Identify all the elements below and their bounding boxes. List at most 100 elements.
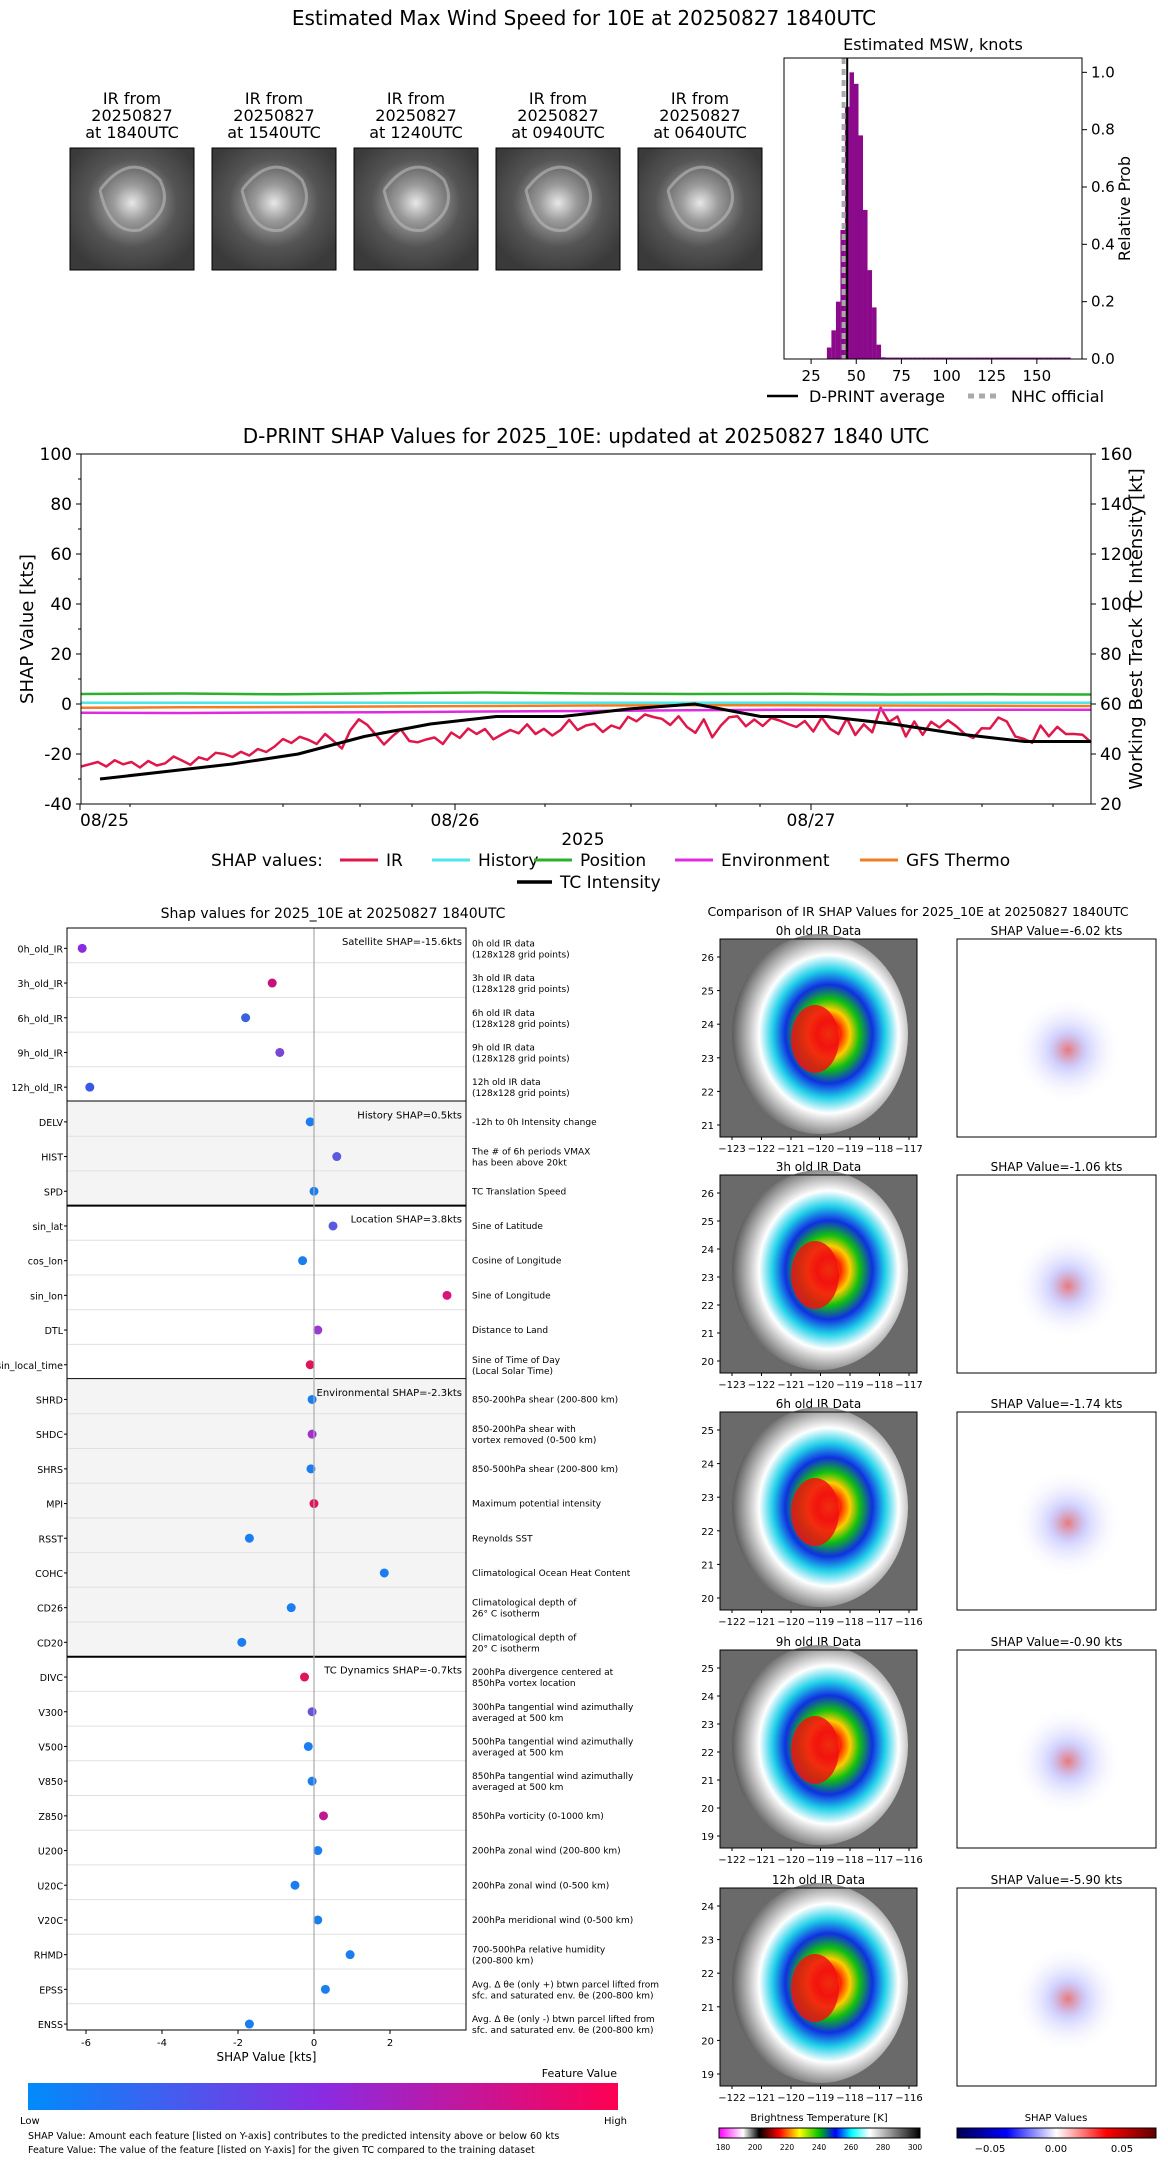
feature-description: averaged at 500 km [472, 1714, 563, 1724]
feature-description: Avg. Δ θe (only -) btwn parcel lifted fr… [472, 2015, 655, 2025]
msw-ytick-label: 0.6 [1091, 178, 1115, 196]
ir-panel-title: 6h old IR Data [776, 1397, 862, 1411]
msw-bar [948, 357, 954, 359]
thumbnail-spiral-band [524, 165, 592, 232]
msw-bar [917, 357, 922, 359]
thumbnail-caption: IR from [529, 89, 587, 108]
feature-shap-dot [305, 1117, 315, 1127]
feature-name-label: DELV [39, 1118, 64, 1129]
msw-bar [957, 357, 963, 359]
msw-bar [899, 357, 904, 359]
bt-colorbar-label: Brightness Temperature [K] [750, 2113, 887, 2124]
ir-panel-xtick-label: −122 [748, 1144, 775, 1155]
feature-name-label: CD26 [37, 1604, 63, 1615]
feature-description: (Local Solar Time) [472, 1367, 553, 1377]
ir-panel-ytick-label: 20 [701, 2036, 714, 2047]
ir-panel-xtick-label: −122 [718, 2093, 745, 2104]
feature-description: The # of 6h periods VMAX [471, 1148, 590, 1158]
feature-shap-dot [244, 1533, 254, 1543]
feature-description: -12h to 0h Intensity change [472, 1118, 597, 1128]
ir-panel-xtick-label: −119 [836, 1144, 863, 1155]
feature-xtick-label: -4 [157, 2038, 167, 2049]
feature-description: Reynolds SST [472, 1534, 533, 1544]
feature-description: averaged at 500 km [472, 1748, 563, 1758]
thumbnail-caption: IR from [387, 89, 445, 108]
feature-colorbar-low: Low [20, 2116, 40, 2127]
feature-name-label: RHMD [34, 1951, 63, 1962]
feature-name-label: HIST [41, 1153, 63, 1164]
feature-shap-dot [307, 1776, 317, 1786]
feature-name-label: 9h_old_IR [18, 1048, 64, 1059]
shap-panel-pattern [1002, 1457, 1122, 1577]
shap-panel-frame [956, 1649, 1157, 1849]
feature-description: (128x128 grid points) [472, 985, 570, 995]
msw-bar [1007, 357, 1013, 359]
feature-description: 9h old IR data [472, 1043, 535, 1053]
feature-description: 12h old IR data [472, 1078, 541, 1088]
ir-panel-xtick-label: −119 [836, 1380, 863, 1391]
feature-shap-dot [313, 1915, 323, 1925]
feature-colorbar-high: High [604, 2116, 627, 2127]
feature-shap-dot [307, 1429, 317, 1439]
shap-ts-legend-label: TC Intensity [559, 873, 661, 893]
ir-panel-xtick-label: −121 [748, 2093, 775, 2104]
ir-panel-xtick-label: −116 [895, 1855, 922, 1866]
shap-ts-ytick-right-label: 120 [1100, 545, 1132, 565]
feature-description: Distance to Land [472, 1326, 548, 1336]
feature-shap-dot [306, 1464, 316, 1474]
ir-panel-xtick-label: −122 [718, 1617, 745, 1628]
series-line-environment [80, 708, 1091, 715]
feature-group-shade [67, 1101, 466, 1206]
feature-name-label: Z850 [38, 1812, 63, 1823]
feature-group-label: Environmental SHAP=-2.3kts [317, 1388, 463, 1399]
shap-colorbar-tick: 0.00 [1045, 2144, 1067, 2155]
ir-panel-ytick-label: 20 [701, 1804, 714, 1815]
shap-panel-title: SHAP Value=-5.90 kts [991, 1873, 1123, 1887]
ir-panel-xtick-label: −117 [866, 1855, 893, 1866]
ir-panel-title: 9h old IR Data [776, 1635, 862, 1649]
thumbnail-caption: 20250827 [659, 106, 740, 125]
msw-bar [853, 83, 859, 360]
feature-description: has been above 20kt [472, 1159, 567, 1169]
feature-xtick-label: 0 [311, 2038, 317, 2049]
shap-ts-xtick-label: 08/26 [431, 811, 480, 831]
shap-ts-legend-label: IR [386, 851, 403, 871]
shap-ts-legend-title: SHAP values: [211, 851, 323, 871]
feature-shap-dot [307, 1707, 317, 1717]
msw-xtick-label: 50 [847, 367, 866, 385]
ir-panel-xtick-label: −123 [718, 1144, 745, 1155]
shap-panel-title: SHAP Value=-1.74 kts [991, 1397, 1123, 1411]
msw-bar [881, 357, 886, 359]
ir-panel-xtick-label: −120 [777, 1855, 804, 1866]
bt-colorbar-tick: 240 [812, 2143, 827, 2152]
msw-bar [863, 209, 868, 359]
msw-bar [858, 135, 864, 359]
msw-bar [953, 357, 958, 359]
ir-panel-ytick-label: 25 [701, 987, 714, 998]
ir-panel-xtick-label: −118 [866, 1144, 893, 1155]
ir-panel-xtick-label: −118 [866, 1380, 893, 1391]
ir-panel-xtick-label: −121 [777, 1144, 804, 1155]
shap-ts-ytick-label: 60 [50, 545, 72, 565]
ir-panel-ytick-label: 25 [701, 1426, 714, 1437]
ir-panel-xtick-label: −119 [807, 1855, 834, 1866]
feature-shap-dot [313, 1325, 323, 1335]
shap-ts-axes-frame [80, 453, 1092, 805]
feature-description: (200-800 km) [472, 1957, 533, 1967]
feature-shap-dot [332, 1152, 342, 1162]
ir-panel-xtick-label: −120 [807, 1380, 834, 1391]
msw-xtick-label: 100 [932, 367, 961, 385]
thumbnail-caption: 20250827 [91, 106, 172, 125]
ir-panel-xtick-label: −118 [836, 1855, 863, 1866]
feature-description: 20° C isotherm [472, 1644, 540, 1654]
feature-description: Cosine of Longitude [472, 1257, 562, 1267]
feature-name-label: COHC [35, 1569, 63, 1580]
ir-panel-ytick-label: 24 [701, 1460, 714, 1471]
shap-ts-ytick-label: 0 [61, 695, 72, 715]
ir-panel-ytick-label: 26 [701, 1189, 714, 1200]
ir-panel-ytick-label: 22 [701, 1301, 714, 1312]
feature-title: Shap values for 2025_10E at 20250827 184… [161, 906, 506, 922]
ir-panel-ytick-label: 23 [701, 1054, 714, 1065]
shap-ts-legend-label: History [478, 851, 538, 871]
feature-group-label: Satellite SHAP=-15.6kts [342, 937, 462, 948]
